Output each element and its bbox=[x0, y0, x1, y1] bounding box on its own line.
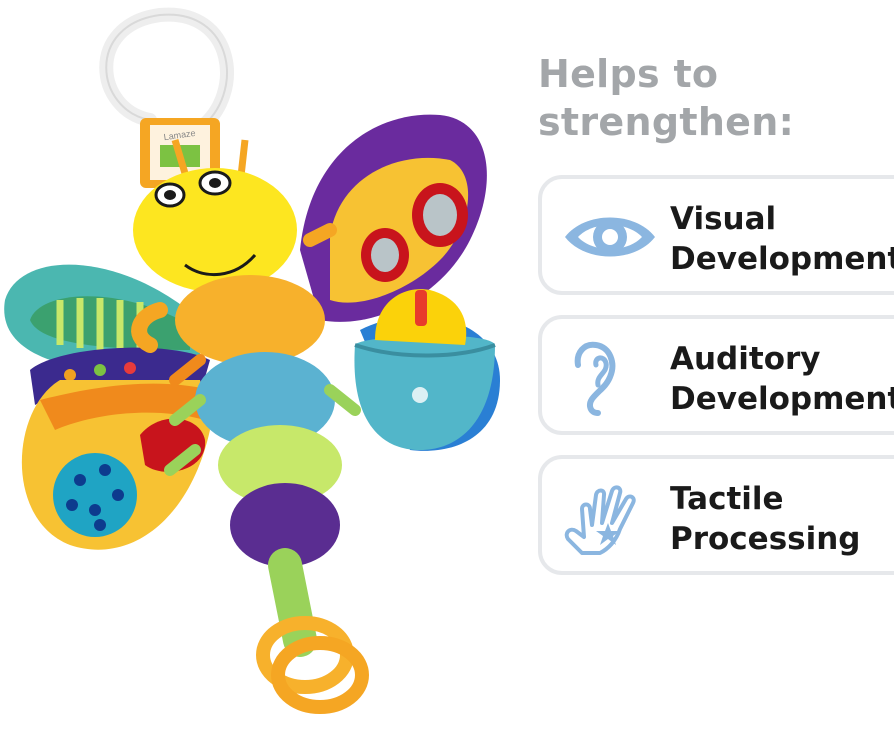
headline: Helps to strengthen: bbox=[538, 50, 794, 146]
clip-ring bbox=[99, 7, 234, 135]
headline-line-1: Helps to bbox=[538, 52, 719, 96]
firefly-toy-image: Lamaze bbox=[4, 7, 500, 714]
benefit-label-line-2: Development bbox=[670, 381, 894, 417]
benefit-card-auditory: Auditory Development bbox=[538, 315, 894, 435]
eye-icon bbox=[565, 217, 655, 257]
body-segment-purple bbox=[230, 483, 340, 567]
ear-icon bbox=[574, 341, 616, 416]
benefit-label-line-1: Visual bbox=[670, 201, 777, 237]
benefit-label-tactile: Tactile Processing bbox=[670, 479, 861, 559]
body-segment-orange bbox=[175, 275, 325, 365]
body-segment-blue bbox=[195, 352, 335, 448]
body-segment-green bbox=[218, 425, 342, 505]
hand-icon bbox=[564, 485, 636, 555]
benefit-label-visual: Visual Development bbox=[670, 199, 894, 279]
benefit-label-line-2: Development bbox=[670, 241, 894, 277]
benefit-card-tactile: Tactile Processing bbox=[538, 455, 894, 575]
teether-ring-2 bbox=[271, 636, 369, 714]
benefit-label-line-2: Processing bbox=[670, 521, 861, 557]
benefit-label-line-1: Auditory bbox=[670, 341, 821, 377]
headline-line-2: strengthen: bbox=[538, 100, 795, 144]
benefit-label-line-1: Tactile bbox=[670, 481, 784, 517]
benefit-card-visual: Visual Development bbox=[538, 175, 894, 295]
crinkle-ball bbox=[53, 453, 137, 537]
strap-brand-tag: Lamaze bbox=[163, 128, 196, 142]
benefit-label-auditory: Auditory Development bbox=[670, 339, 894, 419]
